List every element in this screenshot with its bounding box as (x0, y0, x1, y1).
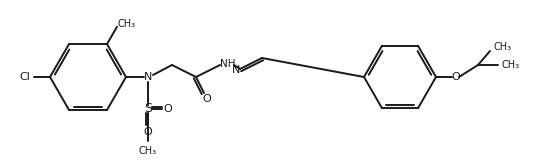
Text: CH₃: CH₃ (493, 42, 511, 52)
Text: CH₃: CH₃ (139, 146, 157, 156)
Text: O: O (163, 104, 173, 114)
Text: O: O (452, 72, 460, 82)
Text: Cl: Cl (19, 72, 30, 82)
Text: O: O (203, 94, 211, 104)
Text: CH₃: CH₃ (118, 19, 136, 29)
Text: S: S (144, 103, 152, 115)
Text: NH: NH (220, 59, 236, 69)
Text: O: O (144, 127, 152, 137)
Text: CH₃: CH₃ (502, 60, 520, 70)
Text: N: N (144, 72, 152, 82)
Text: N: N (232, 65, 240, 75)
